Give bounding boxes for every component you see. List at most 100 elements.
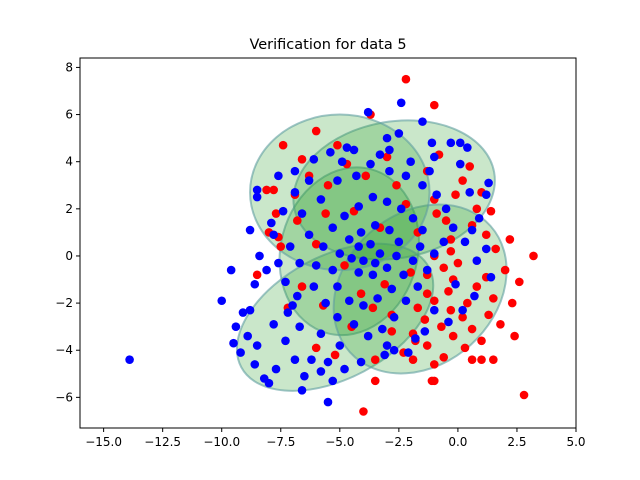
blue-series [125, 98, 496, 407]
red-point [370, 355, 380, 364]
red-point [444, 287, 453, 296]
x-tick-label: −15.0 [85, 435, 122, 449]
blue-point [290, 188, 300, 197]
blue-point [404, 348, 413, 357]
red-point [439, 352, 449, 362]
blue-point [243, 331, 252, 341]
blue-point [472, 256, 482, 265]
red-point [458, 176, 467, 185]
blue-point [387, 284, 397, 294]
blue-point [125, 355, 134, 364]
blue-point [429, 152, 439, 162]
red-point [458, 312, 467, 322]
red-point [472, 282, 482, 291]
y-axis: −6 −4 −2 0 2 4 6 8 [55, 60, 80, 404]
blue-point [316, 329, 326, 339]
red-point [361, 171, 371, 181]
red-point [477, 336, 486, 346]
blue-point [238, 308, 248, 317]
red-point [276, 242, 286, 251]
blue-point [304, 230, 314, 240]
blue-point [401, 171, 411, 181]
blue-point [368, 192, 378, 202]
blue-point [231, 322, 241, 331]
blue-point [250, 279, 260, 289]
blue-point [401, 296, 411, 306]
blue-point [432, 190, 441, 199]
blue-point [264, 378, 274, 388]
x-tick-label: 0.0 [448, 435, 467, 449]
red-point [252, 270, 262, 280]
blue-point [368, 270, 378, 280]
red-point [496, 320, 505, 329]
blue-point [300, 371, 309, 381]
blue-point [321, 298, 330, 308]
red-point [439, 263, 449, 273]
blue-point [295, 322, 304, 331]
blue-point [373, 294, 382, 303]
blue-point [394, 237, 404, 247]
blue-point [323, 357, 333, 367]
blue-point [385, 166, 394, 176]
red-point [368, 303, 378, 313]
blue-point [486, 272, 496, 282]
y-tick-label: 2 [65, 202, 73, 216]
blue-point [295, 258, 304, 268]
blue-point [458, 305, 467, 315]
blue-point [418, 180, 427, 190]
red-point [446, 235, 456, 244]
blue-point [411, 334, 420, 343]
blue-point [309, 155, 319, 164]
red-point [500, 265, 510, 275]
blue-point [406, 157, 415, 166]
red-point [408, 355, 418, 364]
red-point [359, 407, 368, 416]
blue-point [378, 324, 387, 334]
red-point [477, 355, 486, 364]
x-tick-label: −10.0 [203, 435, 240, 449]
blue-point [370, 258, 380, 268]
blue-point [267, 218, 276, 228]
x-axis: −15.0 −12.5 −10.0 −7.5 −5.0 −2.5 0.0 2.5 5.0 [85, 428, 586, 449]
red-point [446, 305, 456, 315]
red-point [380, 279, 389, 289]
blue-point [333, 312, 342, 322]
blue-point [439, 237, 449, 247]
red-point [519, 390, 529, 400]
red-point [453, 258, 463, 268]
red-point [460, 343, 470, 353]
chart-title: Verification for data 5 [249, 37, 406, 53]
red-point [269, 185, 278, 195]
red-point [515, 277, 524, 287]
red-point [486, 206, 496, 216]
blue-point [415, 242, 425, 251]
blue-point [309, 282, 319, 291]
blue-point [283, 308, 293, 317]
blue-point [245, 225, 255, 235]
blue-point [252, 185, 262, 195]
y-tick-label: 4 [65, 155, 73, 169]
blue-point [269, 320, 278, 329]
blue-point [316, 367, 326, 376]
x-tick-label: 5.0 [566, 435, 585, 449]
red-point [422, 289, 432, 298]
blue-point [250, 360, 260, 369]
blue-point [344, 235, 354, 244]
red-point [292, 216, 302, 225]
blue-point [318, 242, 328, 251]
blue-point [382, 133, 392, 143]
red-point [356, 289, 366, 298]
y-tick-label: 8 [65, 60, 73, 74]
blue-point [429, 249, 439, 258]
blue-point [359, 256, 368, 265]
blue-point [363, 107, 373, 117]
blue-point [418, 117, 427, 126]
blue-point [354, 242, 364, 251]
red-point [297, 282, 307, 291]
red-point [311, 239, 321, 249]
blue-point [323, 397, 333, 407]
blue-point [236, 348, 245, 357]
red-point [392, 180, 401, 190]
blue-point [333, 176, 342, 185]
blue-point [328, 376, 338, 386]
